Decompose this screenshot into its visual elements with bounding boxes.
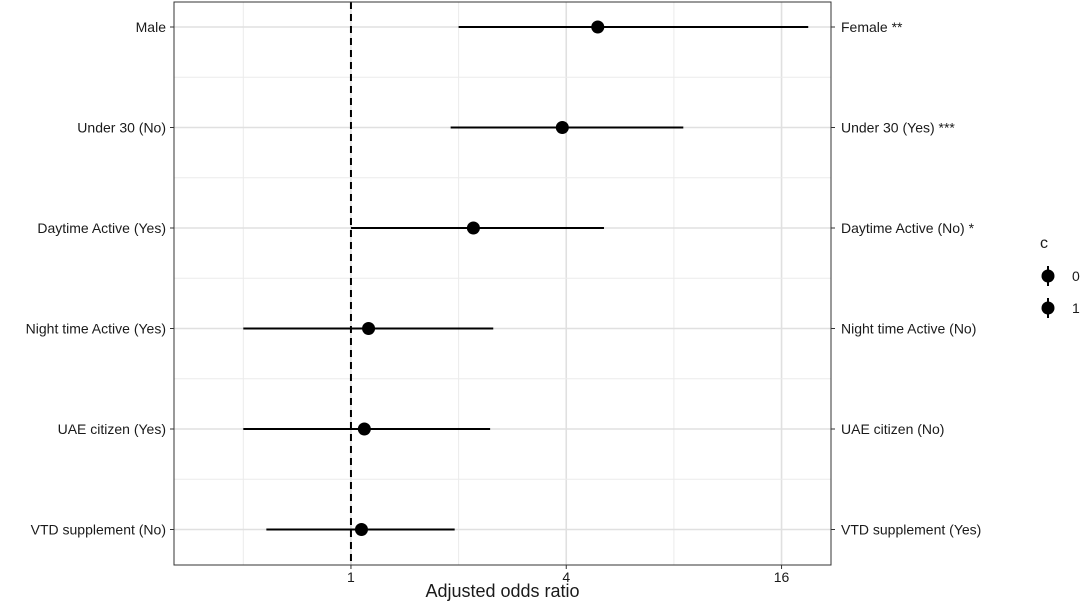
legend-label: 0 xyxy=(1072,268,1080,284)
point-estimate xyxy=(591,20,605,34)
right-tick-label: VTD supplement (Yes) xyxy=(841,522,981,538)
left-tick-label: VTD supplement (No) xyxy=(31,522,166,538)
right-tick-label: Under 30 (Yes) *** xyxy=(841,120,955,136)
left-tick-label: Night time Active (Yes) xyxy=(26,321,166,337)
point-estimate xyxy=(354,523,368,536)
panel-border xyxy=(173,1,832,566)
legend-key-point xyxy=(1041,269,1055,283)
left-tick-label: UAE citizen (Yes) xyxy=(58,421,166,437)
right-axis-labels: Female ** Under 30 (Yes) *** Daytime Activ… xyxy=(831,19,981,538)
point-estimate xyxy=(466,221,480,235)
right-tick-label: UAE citizen (No) xyxy=(841,421,944,437)
legend-label: 1 xyxy=(1072,300,1080,316)
right-tick-label: Night time Active (No) xyxy=(841,321,976,337)
left-tick-label: Male xyxy=(136,19,167,35)
x-tick-label: 16 xyxy=(774,569,790,585)
point-estimate xyxy=(357,422,371,436)
x-axis-title: Adjusted odds ratio xyxy=(425,581,579,601)
right-tick-label: Female ** xyxy=(841,19,903,35)
left-tick-label: Under 30 (No) xyxy=(77,120,166,136)
x-tick-label: 1 xyxy=(347,569,355,585)
left-tick-label: Daytime Active (Yes) xyxy=(37,220,166,236)
point-estimates xyxy=(354,20,605,536)
right-tick-label: Daytime Active (No) * xyxy=(841,220,975,236)
x-axis-ticks: 1 4 16 xyxy=(347,565,790,585)
legend-title: c xyxy=(1040,235,1048,252)
x-tick-label: 4 xyxy=(562,569,570,585)
left-axis-labels: Male Under 30 (No) Daytime Active (Yes) Nig… xyxy=(26,19,174,538)
legend-key-point xyxy=(1041,301,1055,315)
grid-lines xyxy=(174,2,831,565)
point-estimate xyxy=(555,121,569,134)
point-estimate xyxy=(362,322,376,335)
legend: c 0 1 xyxy=(1040,235,1080,318)
